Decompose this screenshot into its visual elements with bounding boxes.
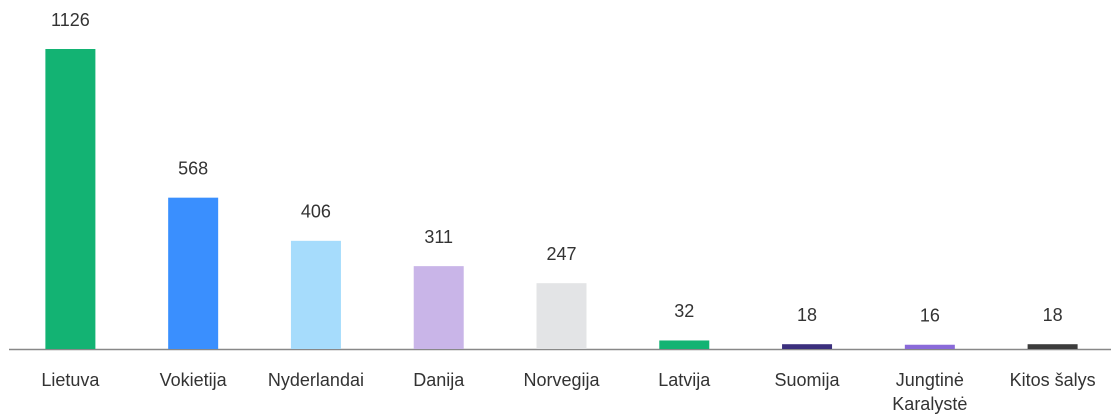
x-tick-label: Nyderlandai [268,370,364,390]
value-label: 18 [1043,305,1063,325]
value-label: 32 [674,301,694,321]
value-label: 1126 [51,10,90,30]
bar [290,240,341,349]
x-tick-label: Kitos šalys [1010,370,1096,390]
value-label: 406 [301,202,331,222]
value-label: 568 [178,158,208,178]
value-label: 311 [424,227,453,247]
bar [904,344,955,349]
x-tick-label: Lietuva [41,370,100,390]
bar [782,344,833,349]
x-tick-label: Norvegija [523,370,600,390]
value-label: 247 [546,244,576,264]
bar [1027,344,1078,349]
bar [659,340,710,349]
bar [413,266,464,349]
bar [168,197,219,349]
x-tick-label: Danija [413,370,465,390]
bar [45,49,96,349]
value-label: 18 [797,305,817,325]
bar [536,283,587,349]
x-tick-label: Suomija [775,370,841,390]
value-label: 16 [920,305,940,325]
x-tick-label: Vokietija [160,370,228,390]
x-tick-label: Jungtinė Karalystė [892,370,967,414]
x-tick-label: Latvija [658,370,711,390]
